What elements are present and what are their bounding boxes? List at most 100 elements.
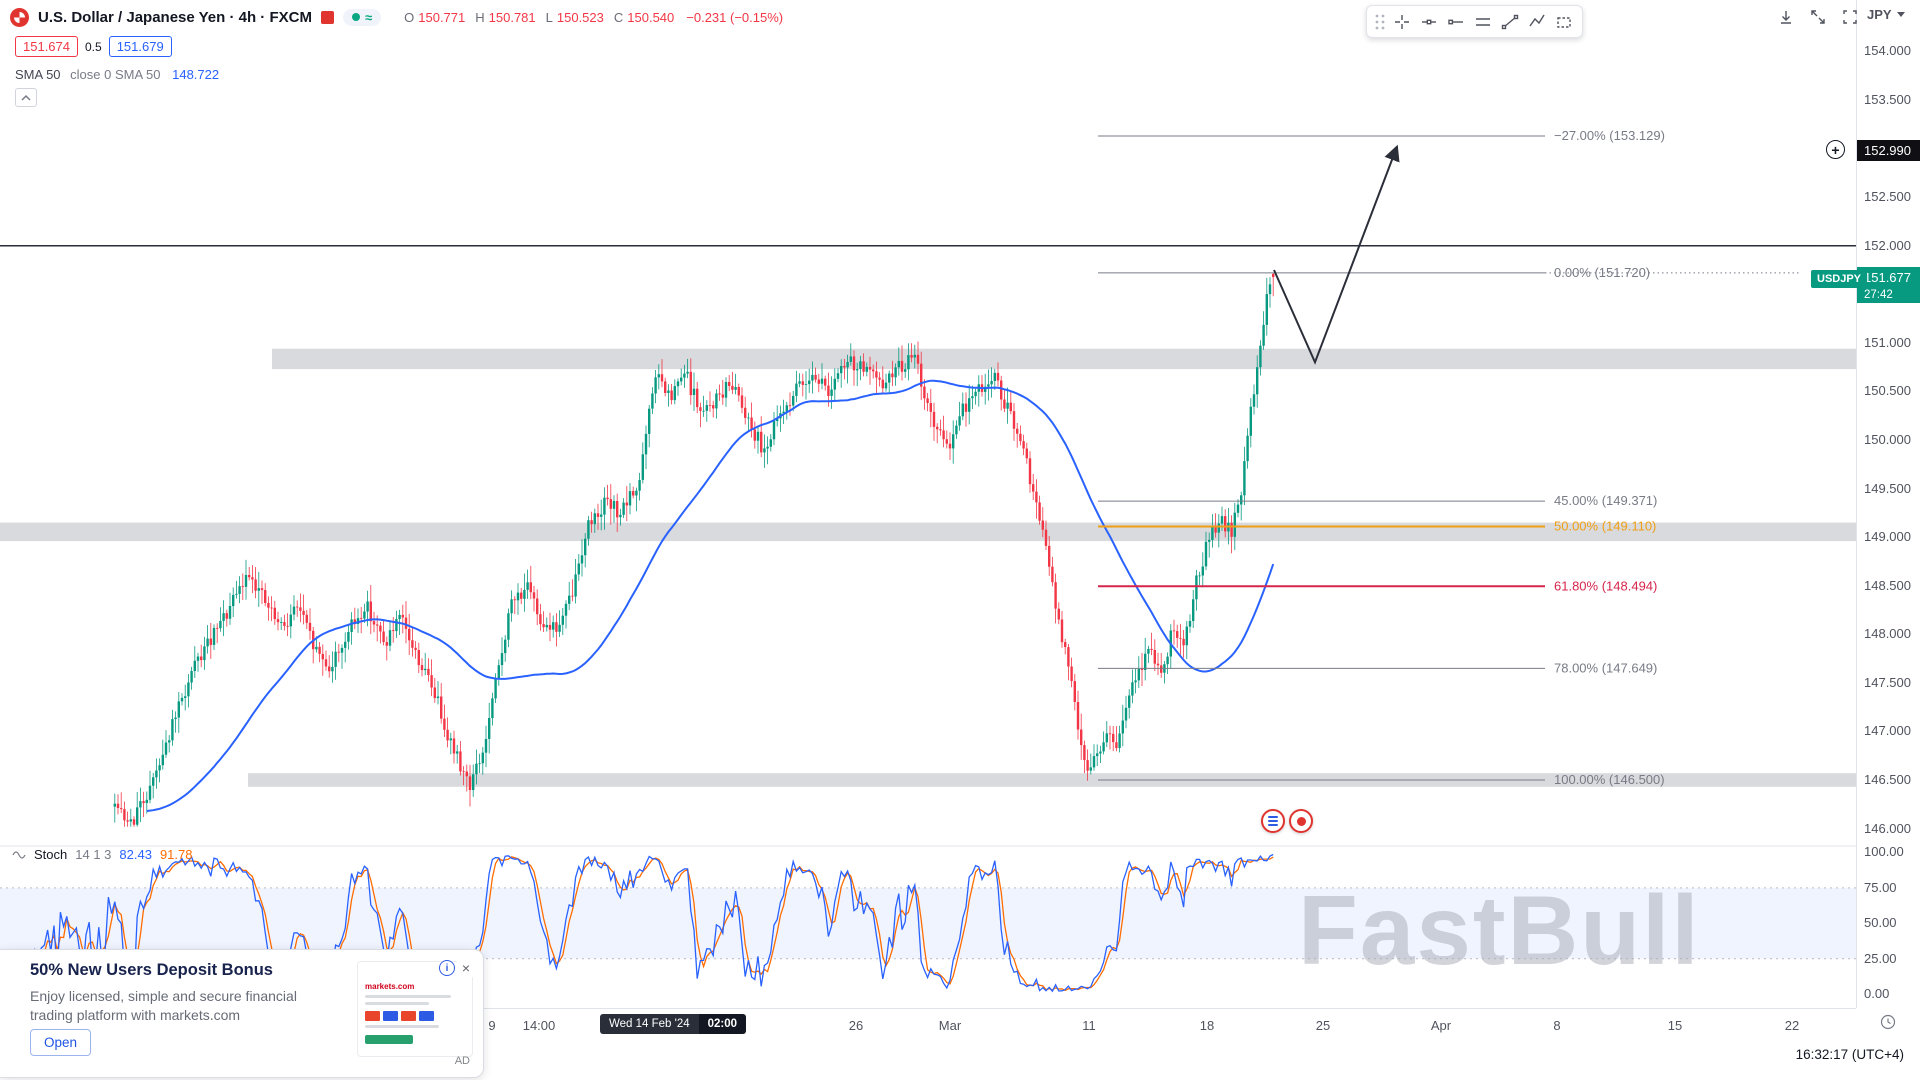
axis-clock-icon[interactable] [1880,1014,1896,1035]
candles-layer[interactable] [113,272,1275,827]
position-tool-tags: 151.674 0.5 151.679 [15,36,172,57]
broker-logo-icon [1268,816,1278,826]
axis-tick-label: 151.000 [1864,335,1911,350]
stoch-k-value: 82.43 [119,847,152,862]
data-mode-icon: ≈ [364,9,373,25]
sma-value: 148.722 [172,67,220,82]
time-tick-label: 15 [1667,1018,1683,1033]
sma-params: close 0 SMA 50 [70,67,161,82]
ad-thumb-table [365,1011,465,1021]
fib-level-label: −27.00% (153.129) [1554,128,1665,143]
stoch-indicator-legend[interactable]: Stoch 14 1 3 82.43 91.78 [12,847,193,862]
marker-time: 02:00 [698,1014,747,1034]
stoch-params: 14 1 3 [75,847,112,862]
horizontal-line-tool-icon[interactable] [1416,9,1441,34]
ad-thumb-line [365,995,451,998]
axis-tick-label: 154.000 [1864,43,1911,58]
currency-selector[interactable]: JPY [1867,7,1905,22]
last-price-badge: 151.677 [1857,267,1920,288]
stoch-d-line [37,856,1274,992]
fib-level-label: 100.00% (146.500) [1554,772,1665,787]
position-stop-tag[interactable]: 151.674 [15,36,78,57]
axis-tick-label: 153.500 [1864,92,1911,107]
ohlc-high-value: 150.781 [488,9,536,25]
fib-level-label: 50.00% (149.110) [1554,519,1656,534]
drawing-anchor-date-badge: Wed 14 Feb '24 02:00 [600,1014,747,1034]
axis-tick-label: 50.00 [1864,915,1897,930]
record-button[interactable] [1289,809,1313,833]
ad-body-text: Enjoy licensed, simple and secure financ… [30,988,297,1024]
time-tick-label: 25 [1315,1018,1331,1033]
ad-open-button[interactable]: Open [30,1029,92,1056]
axis-tick-label: 150.500 [1864,383,1911,398]
stoch-name: Stoch [34,847,68,862]
fullscreen-icon[interactable] [1840,7,1860,27]
drawing-toolbar [1366,5,1583,38]
time-tick-label: 9 [488,1018,496,1033]
fib-retracement[interactable]: −27.00% (153.129) 0.00% (151.720) 45.00% (… [1098,128,1800,787]
ohlc-high-label: H [475,9,485,25]
ad-thumb-line [365,1025,439,1028]
header-icon-cluster [1776,7,1860,27]
axis-tick-label: 149.500 [1864,481,1911,496]
ad-creative-thumbnail[interactable]: markets.com [357,961,473,1057]
position-entry-tag[interactable]: 151.679 [108,36,172,57]
stoch-d-value: 91.78 [159,847,193,862]
ohlc-low-label: L [545,9,553,25]
time-tick-label: Apr [1430,1018,1452,1033]
ad-close-icon[interactable]: × [457,959,475,977]
sma-indicator-legend[interactable]: SMA 50 close 0 SMA 50 148.722 [15,67,219,82]
stoch-band [0,887,1856,959]
axis-tick-label: 152.000 [1864,238,1911,253]
polyline-tool-icon[interactable] [1524,9,1549,34]
exchange-logo-icon [320,10,334,24]
parallel-lines-tool-icon[interactable] [1470,9,1495,34]
bar-countdown-badge: 27:42 [1857,287,1920,303]
time-tick-label: 11 [1082,1018,1096,1033]
axis-tick-label: 146.000 [1864,821,1911,836]
legend-collapse-button[interactable] [15,88,37,107]
overlay-clock: 16:32:17 (UTC+4) [1795,1047,1904,1062]
time-tick-label: 22 [1784,1018,1800,1033]
ohlc-open-label: O [404,9,415,25]
price-axis[interactable]: JPY 154.000 153.500 152.500 152.000 151.000 1… [1856,0,1920,1008]
rectangle-tool-icon[interactable] [1551,9,1576,34]
ad-thumb-brand: markets.com [365,982,415,991]
axis-tick-label: 149.000 [1864,529,1911,544]
trend-line-tool-icon[interactable] [1497,9,1522,34]
fib-level-label: 0.00% (151.720) [1554,265,1650,280]
axis-tick-label: 150.000 [1864,432,1911,447]
risk-ratio-value: 0.5 [85,39,102,54]
horizontal-ray-tool-icon[interactable] [1443,9,1468,34]
toolbar-grip-handle[interactable] [1373,9,1387,34]
minimize-icon[interactable] [1808,7,1828,27]
broker-logo-button[interactable] [1261,809,1285,833]
price-change: −0.231 (−0.15%) [686,9,784,25]
axis-tick-label: 148.000 [1864,626,1911,641]
fib-level-label: 61.80% (148.494) [1554,578,1657,593]
market-status-pill: ≈ [342,8,382,26]
axis-tick-label: 147.000 [1864,723,1911,738]
ohlc-close-label: C [613,9,624,25]
fib-level-label: 78.00% (147.649) [1554,660,1657,675]
projection-arrow[interactable] [1273,144,1400,365]
scroll-to-recent-icon[interactable] [1776,7,1796,27]
sma50-line[interactable] [146,379,1275,812]
add-alert-button[interactable]: + [1826,140,1845,159]
time-tick-label: 26 [848,1018,864,1033]
supply-demand-zones[interactable] [0,348,1856,787]
symbol-title[interactable]: U.S. Dollar / Japanese Yen · 4h · FXCM [38,8,312,26]
market-open-dot [351,13,360,21]
ohlc-low-value: 150.523 [556,9,604,25]
axis-tick-label: 148.500 [1864,578,1911,593]
ohlc-open-value: 150.771 [418,9,466,25]
axis-tick-label: 152.500 [1864,189,1911,204]
alert-price-badge[interactable]: 152.990 [1857,140,1920,161]
fastbull-watermark: FastBull [1298,875,1701,985]
crosshair-tool-icon[interactable] [1389,9,1414,34]
ad-info-icon[interactable]: i [439,960,455,976]
chart-header: U.S. Dollar / Japanese Yen · 4h · FXCM ≈… [0,0,793,34]
axis-tick-label: 147.500 [1864,675,1911,690]
